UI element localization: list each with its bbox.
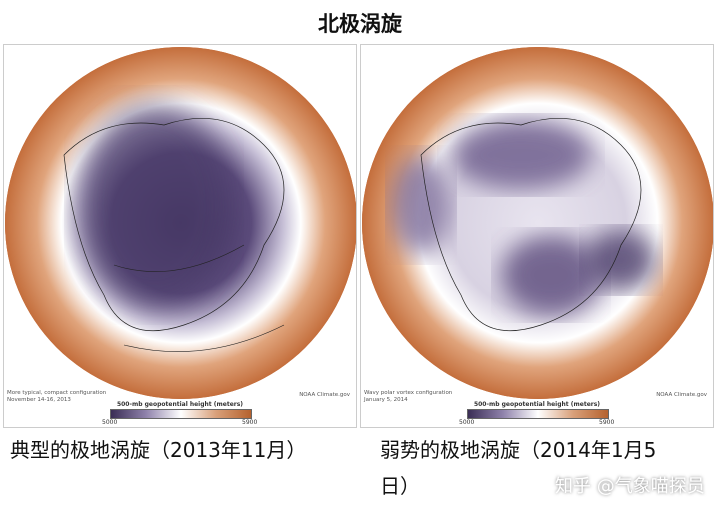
map-credit: NOAA Climate.gov xyxy=(656,392,707,398)
colorbar-max: 5900 xyxy=(599,419,615,426)
vortex-lobe xyxy=(586,230,656,290)
coastline xyxy=(63,118,285,332)
colorbar-max: 5900 xyxy=(242,419,258,426)
coastline xyxy=(420,118,642,332)
caption-right-line2: 日） xyxy=(380,474,420,498)
colorbar-min: 5000 xyxy=(102,419,118,426)
colorbar xyxy=(467,409,609,419)
caption-right: 弱势的极地涡旋（2014年1月5 xyxy=(380,438,657,462)
map-note: Wavy polar vortex configuration January 5… xyxy=(364,390,453,403)
watermark: 知乎 @气象喵探员 xyxy=(555,476,705,497)
colorbar-label: 500-mb geopotential height (meters) xyxy=(116,401,244,408)
vortex-core xyxy=(79,105,229,305)
page-title: 北极涡旋 xyxy=(318,12,402,36)
colorbar-min: 5000 xyxy=(459,419,475,426)
map-credit: NOAA Climate.gov xyxy=(299,392,350,398)
borders xyxy=(113,244,285,352)
height-field xyxy=(362,47,713,399)
vortex-lobe xyxy=(501,235,601,315)
colorbar xyxy=(110,409,252,419)
polar-map-2013 xyxy=(5,47,356,399)
polar-map-2014 xyxy=(362,47,713,399)
vortex-lobe xyxy=(391,155,451,255)
map-panel-2014: Wavy polar vortex configuration January 5… xyxy=(360,44,714,428)
caption-left: 典型的极地涡旋（2013年11月） xyxy=(10,438,307,462)
map-note: More typical, compact configuration Novem… xyxy=(7,390,107,403)
vortex-lobe xyxy=(451,120,591,190)
colorbar-label: 500-mb geopotential height (meters) xyxy=(473,401,601,408)
map-panel-2013: More typical, compact configuration Novem… xyxy=(3,44,357,428)
